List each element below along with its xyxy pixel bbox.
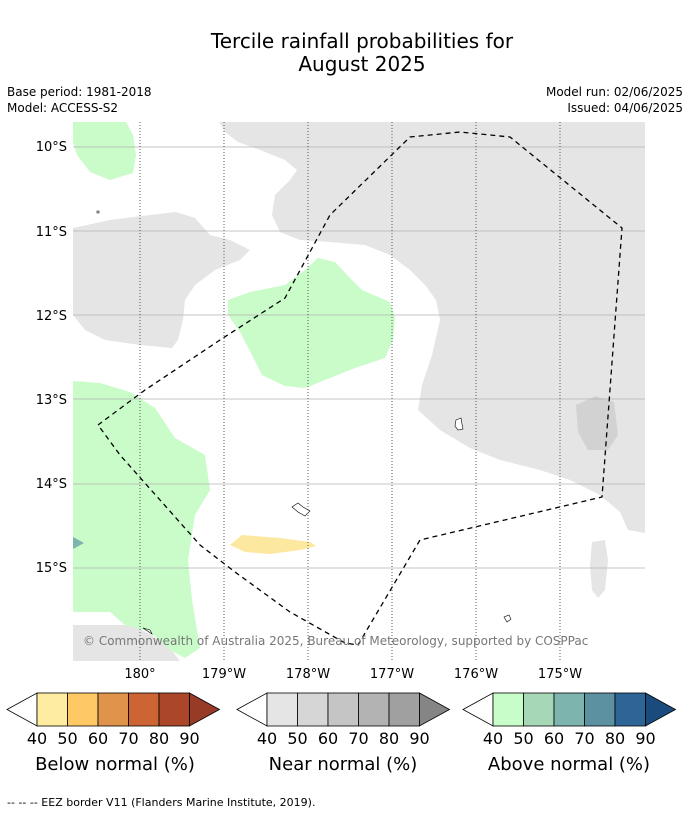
- colorbar-below-tick: 50: [57, 729, 77, 748]
- colorbar-below-segment: [128, 692, 160, 727]
- colorbar-near-tick: 90: [409, 729, 429, 748]
- colorbar-below-segment: [158, 692, 190, 727]
- lat-label-15s: 15°S: [36, 561, 67, 576]
- colorbar-above-segment: [553, 692, 585, 727]
- title-line-1: Tercile rainfall probabilities for: [210, 29, 514, 53]
- latitude-labels: 10°S 11°S 12°S 13°S 14°S 15°S: [36, 140, 67, 576]
- colorbar-near-segment: [266, 692, 298, 727]
- near-normal-region-west: [73, 212, 250, 348]
- colorbar-above-tick: 70: [574, 729, 594, 748]
- colorbar-near-under-arrow: [236, 692, 268, 727]
- colorbar-below-tick: 80: [149, 729, 169, 748]
- near-normal-patch-east: [576, 396, 618, 450]
- lon-label-177w: 177°W: [370, 667, 414, 682]
- colorbar-near-segment: [327, 692, 359, 727]
- map-title: Tercile rainfall probabilities for Augus…: [0, 30, 690, 76]
- above-normal-region-northwest: [73, 122, 136, 180]
- islands: [96, 210, 512, 635]
- colorbar-above-over-arrow: [645, 692, 677, 727]
- colorbar-near-segment: [297, 692, 329, 727]
- model-run: Model run: 02/06/2025: [545, 85, 683, 99]
- map-panel: © Commonwealth of Australia 2025, Bureau…: [73, 122, 645, 661]
- island-tiny-northwest: [96, 210, 100, 214]
- colorbar-below: 40 50 60 70 80 90: [6, 692, 221, 748]
- colorbar-near-over-arrow: [419, 692, 451, 727]
- above-normal-patch-edge: [73, 537, 84, 549]
- lon-label-179w: 179°W: [202, 667, 246, 682]
- colorbar-label-near: Near normal (%): [268, 754, 418, 775]
- lat-label-11s: 11°S: [36, 225, 67, 240]
- colorbar-near-tick: 70: [348, 729, 368, 748]
- colorbar-below-tick: 70: [118, 729, 138, 748]
- island-group-east: [454, 417, 464, 431]
- eez-note: -- -- -- EEZ border V11 (Flanders Marine…: [7, 796, 316, 809]
- colorbar-label-above: Above normal (%): [487, 754, 651, 775]
- lon-label-176w: 176°W: [454, 667, 498, 682]
- colorbar-below-segment: [97, 692, 129, 727]
- lat-label-12s: 12°S: [36, 309, 67, 324]
- colorbar-above-segment: [584, 692, 616, 727]
- copyright-notice: © Commonwealth of Australia 2025, Bureau…: [83, 634, 588, 648]
- colorbar-above-segment: [523, 692, 555, 727]
- colorbar-below-segment: [36, 692, 68, 727]
- island-tiny-south: [142, 627, 153, 635]
- colorbar-above-tick: 40: [483, 729, 503, 748]
- colorbar-near-tick: 50: [287, 729, 307, 748]
- island-small-south: [503, 614, 512, 623]
- longitude-labels: 180° 179°W 178°W 177°W 176°W 175°W: [124, 667, 582, 682]
- colorbar-above-tick: 60: [544, 729, 564, 748]
- near-normal-region-south: [73, 625, 180, 661]
- issued-date: Issued: 04/06/2025: [567, 101, 683, 115]
- colorbar-above-tick: 50: [513, 729, 533, 748]
- title-line-2: August 2025: [298, 52, 426, 76]
- colorbar-near-tick: 80: [379, 729, 399, 748]
- below-normal-region: [230, 535, 316, 554]
- colorbar-below-segment: [67, 692, 99, 727]
- colorbar-near-segment: [388, 692, 420, 727]
- colorbar-near-tick: 60: [318, 729, 338, 748]
- near-normal-region-east: [219, 122, 645, 533]
- colorbar-above-under-arrow: [462, 692, 494, 727]
- island-group-central: [291, 502, 311, 517]
- colorbar-below-over-arrow: [189, 692, 221, 727]
- latitude-gridlines: [73, 146, 645, 569]
- lat-label-14s: 14°S: [36, 477, 67, 492]
- lat-label-13s: 13°S: [36, 393, 67, 408]
- colorbar-label-below: Below normal (%): [35, 754, 195, 775]
- colorbar-below-tick: 90: [179, 729, 199, 748]
- above-normal-region-southwest: [73, 381, 210, 658]
- colorbar-near-segment: [358, 692, 390, 727]
- lon-label-175w: 175°W: [538, 667, 582, 682]
- colorbar-below-tick: 60: [88, 729, 108, 748]
- colorbar-above-segment: [614, 692, 646, 727]
- eez-border: [97, 131, 623, 646]
- base-period: Base period: 1981-2018: [7, 85, 152, 99]
- meta-right: Model run: 02/06/2025 Issued: 04/06/2025: [546, 84, 683, 116]
- colorbar-near: 40 50 60 70 80 90: [236, 692, 451, 748]
- lon-label-180: 180°: [124, 667, 155, 682]
- colorbar-above-tick: 90: [635, 729, 655, 748]
- colorbar-above-tick: 80: [605, 729, 625, 748]
- colorbar-below-tick: 40: [27, 729, 47, 748]
- above-normal-region-central: [228, 258, 395, 388]
- model-name: Model: ACCESS-S2: [7, 101, 119, 115]
- near-normal-patch-southeast: [590, 540, 608, 598]
- colorbar-near-tick: 40: [257, 729, 277, 748]
- meta-left: Base period: 1981-2018 Model: ACCESS-S2: [7, 84, 152, 116]
- colorbar-above-segment: [492, 692, 524, 727]
- colorbar-below-under-arrow: [6, 692, 38, 727]
- colorbar-above: 40 50 60 70 80 90: [462, 692, 677, 748]
- lon-label-178w: 178°W: [286, 667, 330, 682]
- colorbars: 40 50 60 70 80 90 40 50 60 70 80 90 40 50 60 70 80 90: [6, 692, 677, 748]
- lat-label-10s: 10°S: [36, 140, 67, 155]
